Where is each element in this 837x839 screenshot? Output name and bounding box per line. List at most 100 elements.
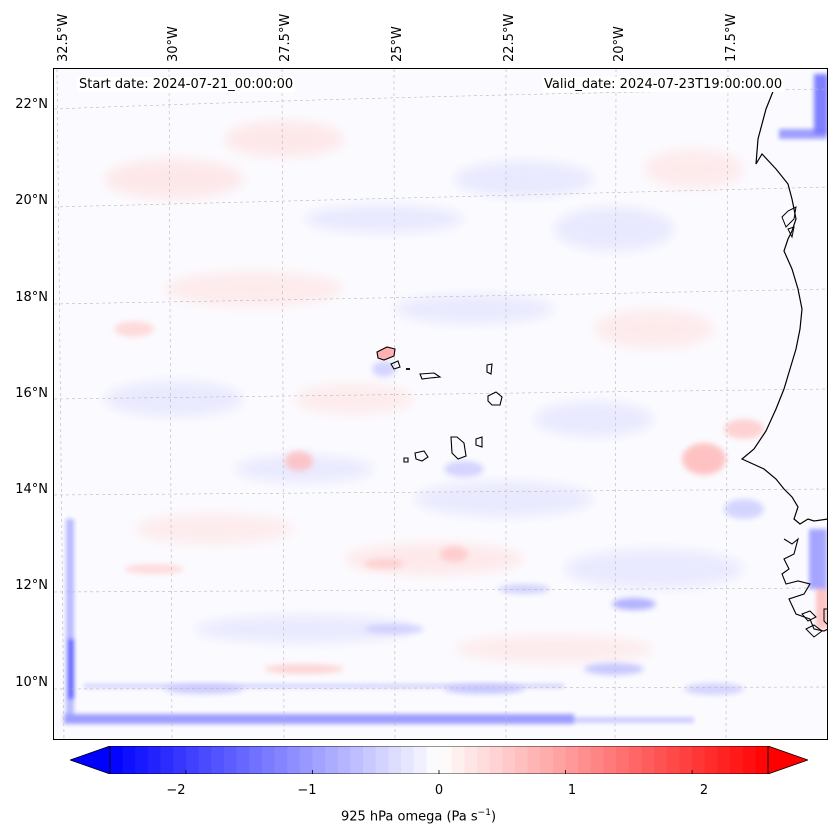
colorbar-cell xyxy=(552,746,567,774)
colorbar-cell xyxy=(299,746,314,774)
colorbar-cell xyxy=(439,746,453,774)
colorbar xyxy=(70,746,808,774)
lon-label-30w: 30°W xyxy=(166,26,181,62)
colorbar-cell xyxy=(274,746,288,774)
lat-label-12n: 12°N xyxy=(15,578,48,593)
lat-label-14n: 14°N xyxy=(15,482,48,497)
lat-label-20n: 20°N xyxy=(15,193,48,208)
lon-label-25w: 25°W xyxy=(390,26,405,62)
sao-vicente xyxy=(390,360,401,370)
colorbar-label-suffix: ) xyxy=(490,809,497,825)
santiago xyxy=(450,436,467,460)
valid-date-label: Valid_date: 2024-07-23T19:00:00.00 xyxy=(542,77,785,92)
sal xyxy=(486,363,493,375)
fogo xyxy=(414,450,429,462)
cape-verde-islands xyxy=(376,346,503,463)
colorbar-tick-label: 1 xyxy=(567,783,577,798)
lon-label-17-5w: 17.5°W xyxy=(724,13,739,62)
arguin-coast xyxy=(781,206,797,239)
colorbar-cell xyxy=(375,746,389,774)
colorbar-cell xyxy=(173,746,187,774)
colorbar-cell xyxy=(249,746,263,774)
map-panel xyxy=(53,68,828,740)
colorbar-tick-label: −1 xyxy=(297,783,317,798)
colorbar-ticks xyxy=(185,770,693,774)
colorbar-cell xyxy=(565,746,579,774)
colorbar-cell xyxy=(325,746,339,774)
colorbar-cell xyxy=(603,746,617,774)
sao-nicolau xyxy=(419,372,442,380)
colorbar-cell xyxy=(489,746,503,774)
colorbar-cell xyxy=(413,746,427,774)
lat-label-16n: 16°N xyxy=(15,386,48,401)
start-date-label: Start date: 2024-07-21_00:00:00 xyxy=(77,77,296,92)
lat-label-22n: 22°N xyxy=(15,97,48,112)
colorbar-cell xyxy=(110,746,124,774)
boundary-artifacts xyxy=(64,74,827,724)
santo-antao xyxy=(376,346,396,361)
colorbar-cell xyxy=(211,746,225,774)
colorbar-cell xyxy=(679,746,693,774)
colorbar-cell xyxy=(147,746,162,774)
boa-vista xyxy=(487,391,503,406)
colorbar-cell xyxy=(616,746,630,774)
colorbar-cell xyxy=(198,746,212,774)
colorbar-cell xyxy=(363,746,377,774)
colorbar-cell xyxy=(641,746,655,774)
colorbar-cell xyxy=(135,746,149,774)
colorbar-cell xyxy=(527,746,541,774)
colorbar-cell xyxy=(464,746,478,774)
colorbar-tick-label: −2 xyxy=(166,783,186,798)
africa-coastline xyxy=(740,88,827,525)
maio xyxy=(475,436,483,448)
brava xyxy=(403,457,409,463)
colorbar-max-extend xyxy=(767,746,808,774)
colorbar-cell xyxy=(312,746,326,774)
colorbar-tick-label: 2 xyxy=(699,783,709,798)
colorbar-cell xyxy=(476,746,491,774)
lon-label-27-5w: 27.5°W xyxy=(278,13,293,62)
colorbar-cell xyxy=(717,746,731,774)
colorbar-cell xyxy=(502,746,516,774)
lon-label-22-5w: 22.5°W xyxy=(502,13,517,62)
colorbar-cell xyxy=(540,746,554,774)
colorbar-cell xyxy=(223,746,238,774)
omega-field-map xyxy=(54,69,827,739)
colorbar-cell xyxy=(388,746,402,774)
colorbar-label-exponent: −1 xyxy=(477,808,491,818)
colorbar-cell xyxy=(287,746,301,774)
colorbar-cell xyxy=(261,746,276,774)
colorbar-cell xyxy=(692,746,706,774)
colorbar-label: 925 hPa omega (Pa s−1) xyxy=(0,808,837,824)
senegal-coast xyxy=(781,537,827,632)
colorbar-cell xyxy=(742,746,756,774)
lon-label-20w: 20°W xyxy=(612,26,627,62)
colorbar-cell xyxy=(578,746,592,774)
colorbar-label-prefix: 925 hPa omega (Pa s xyxy=(340,809,478,825)
colorbar-cell xyxy=(350,746,364,774)
omega-field-broad xyxy=(104,121,744,663)
colorbar-cell xyxy=(704,746,718,774)
colorbar-cell xyxy=(730,746,744,774)
colorbar-cells xyxy=(110,746,769,774)
colorbar-cell xyxy=(755,746,769,774)
colorbar-cell xyxy=(666,746,681,774)
colorbar-cell xyxy=(337,746,352,774)
bijagos-islands xyxy=(801,608,827,638)
colorbar-cell xyxy=(401,746,415,774)
colorbar-cell xyxy=(122,746,136,774)
colorbar-cell xyxy=(514,746,529,774)
colorbar-tick-label: 0 xyxy=(434,783,444,798)
colorbar-cell xyxy=(185,746,200,774)
lon-label-32-5w: 32.5°W xyxy=(56,13,71,62)
colorbar-cell xyxy=(160,746,174,774)
colorbar-cell xyxy=(590,746,605,774)
lat-label-18n: 18°N xyxy=(15,290,48,305)
colorbar-cell xyxy=(236,746,250,774)
colorbar-cell xyxy=(426,746,440,774)
lat-label-10n: 10°N xyxy=(15,675,48,690)
gridlines xyxy=(54,69,827,739)
colorbar-min-extend xyxy=(70,746,111,774)
colorbar-cell xyxy=(654,746,668,774)
colorbar-cell xyxy=(451,746,465,774)
